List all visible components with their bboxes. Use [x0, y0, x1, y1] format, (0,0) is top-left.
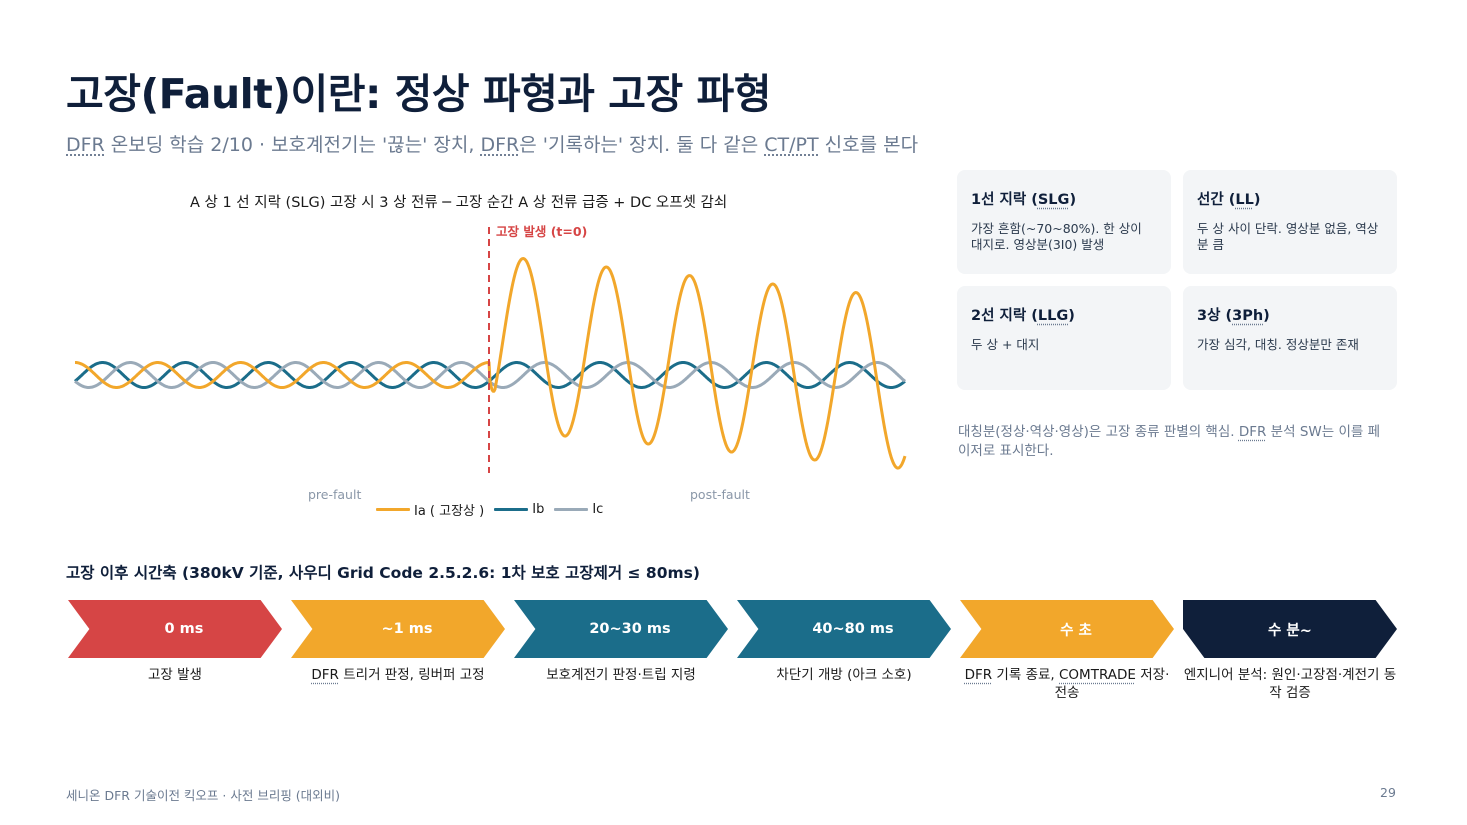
symmetrical-components-note: 대칭분(정상·역상·영상)은 고장 종류 판별의 핵심. DFR 분석 SW는 … [958, 423, 1388, 461]
step-label: 20~30 ms [589, 621, 671, 637]
timeline-title: 고장 이후 시간축 (380kV 기준, 사우디 Grid Code 2.5.2… [66, 564, 700, 582]
waveform-chart: 고장 발생 (t=0) [73, 224, 907, 473]
card-title: 선간 (LL) [1197, 188, 1383, 209]
series-line-ia [74, 257, 907, 470]
legend-label: Ic [592, 502, 604, 517]
abbr-ctpt: CT/PT [764, 134, 819, 156]
pre-fault-label: pre-fault [308, 487, 362, 502]
page-number: 29 [1380, 785, 1396, 800]
card-title-text: 3상 ( [1197, 308, 1233, 324]
timeline-step-20-30ms: 20~30 ms [514, 600, 728, 658]
timeline-step-desc: DFR 트리거 판정, 링버퍼 고정 [291, 666, 505, 684]
step-label: 수 분~ [1268, 622, 1312, 639]
note-text: 분석 SW는 이를 페이저로 표시한다. [958, 424, 1380, 459]
timeline-step-desc: 보호계전기 판정·트립 지령 [546, 667, 696, 683]
timeline-step-desc: 차단기 개방 (아크 소호) [776, 667, 912, 683]
fault-marker-label: 고장 발생 (t=0) [496, 224, 587, 239]
timeline-step-desc: 고장 발생 [148, 667, 202, 683]
post-fault-label: post-fault [690, 487, 750, 502]
card-title-text: 선간 ( [1197, 192, 1236, 208]
abbr-slg: SLG [1037, 192, 1070, 208]
subtitle-text: 은 '기록하는' 장치. 둘 다 같은 [519, 134, 765, 156]
legend-label: Ib [532, 502, 545, 517]
abbr-comtrade: COMTRADE [1059, 667, 1136, 683]
step-label: 0 ms [164, 621, 204, 637]
legend-item-ic: Ic [554, 502, 603, 517]
subtitle-text: 온보딩 학습 2/10 · 보호계전기는 '끊는' 장치, [104, 134, 481, 156]
card-title: 1선 지락 (SLG) [971, 188, 1157, 209]
legend-swatch-ic [554, 508, 589, 511]
timeline-step-desc: 엔지니어 분석: 원인·고장점·계전기 동작 검증 [1183, 667, 1397, 701]
card-description: 가장 심각, 대칭. 정상분만 존재 [1197, 337, 1359, 352]
card-title-text: ) [1068, 308, 1075, 324]
step-desc-text: 트리거 판정, 링버퍼 고정 [338, 667, 485, 683]
step-label: 40~80 ms [812, 621, 894, 637]
legend-item-ia: Ia ( 고장상 ) [376, 500, 484, 519]
card-description: 두 상 사이 단락. 영상분 없음, 역상분 큼 [1197, 221, 1379, 252]
step-desc-text: 기록 종료, [992, 667, 1059, 683]
fault-type-card-llg: 2선 지락 (LLG) 두 상 + 대지 [957, 286, 1171, 390]
timeline-step-minutes: 수 분~ [1183, 600, 1397, 658]
abbr-dfr: DFR [311, 667, 339, 683]
fault-type-card-3ph: 3상 (3Ph) 가장 심각, 대칭. 정상분만 존재 [1183, 286, 1397, 390]
waveform-lines [73, 257, 907, 470]
card-title-text: ) [1263, 308, 1270, 324]
step-desc-text: 저장·전송 [1054, 667, 1170, 701]
card-title-text: 1선 지락 ( [971, 192, 1038, 208]
timeline-step-40-80ms: 40~80 ms [737, 600, 951, 658]
card-title-text: ) [1069, 192, 1077, 208]
abbr-3ph: 3Ph [1232, 308, 1264, 324]
card-description: 두 상 + 대지 [971, 337, 1040, 352]
card-description: 가장 흔함(~70~80%). 한 상이 대지로. 영상분(3I0) 발생 [971, 221, 1142, 252]
abbr-llg: LLG [1037, 308, 1069, 324]
chart-title: A 상 1 선 지락 (SLG) 고장 시 3 상 전류 ─ 고장 순간 A 상… [190, 195, 728, 211]
card-title-text: 2선 지락 ( [971, 308, 1038, 324]
footer-text: 세니온 DFR 기술이전 킥오프 · 사전 브리핑 (대외비) [66, 788, 341, 803]
abbr-ll: LL [1235, 192, 1254, 208]
abbr-dfr: DFR [66, 134, 105, 156]
fault-type-card-ll: 선간 (LL) 두 상 사이 단락. 영상분 없음, 역상분 큼 [1183, 170, 1397, 274]
abbr-dfr: DFR [480, 134, 520, 156]
timeline-step-1ms: ~1 ms [291, 600, 505, 658]
timeline-step-seconds: 수 초 [960, 600, 1174, 658]
subtitle-text: 신호를 본다 [818, 134, 919, 156]
step-label: ~1 ms [381, 621, 433, 637]
fault-type-card-slg: 1선 지락 (SLG) 가장 흔함(~70~80%). 한 상이 대지로. 영상… [957, 170, 1171, 274]
legend-swatch-ia [376, 508, 410, 511]
note-text: 대칭분(정상·역상·영상)은 고장 종류 판별의 핵심. [958, 424, 1239, 440]
legend-swatch-ib [494, 508, 529, 511]
card-title: 2선 지락 (LLG) [971, 304, 1157, 325]
timeline-step-desc: DFR 기록 종료, COMTRADE 저장·전송 [960, 666, 1174, 702]
chart-legend: Ia ( 고장상 ) Ib Ic [376, 500, 613, 519]
card-title-text: ) [1253, 192, 1261, 208]
card-title: 3상 (3Ph) [1197, 304, 1383, 325]
page-subtitle: DFR 온보딩 학습 2/10 · 보호계전기는 '끊는' 장치, DFR은 '… [66, 130, 918, 157]
page-title: 고장(Fault)이란: 정상 파형과 고장 파형 [66, 70, 771, 118]
step-label: 수 초 [1060, 622, 1092, 639]
abbr-dfr: DFR [1238, 424, 1267, 440]
abbr-dfr: DFR [964, 667, 993, 683]
legend-item-ib: Ib [494, 502, 544, 517]
legend-label: Ia ( 고장상 ) [414, 504, 485, 519]
timeline-step-0ms: 0 ms [68, 600, 282, 658]
